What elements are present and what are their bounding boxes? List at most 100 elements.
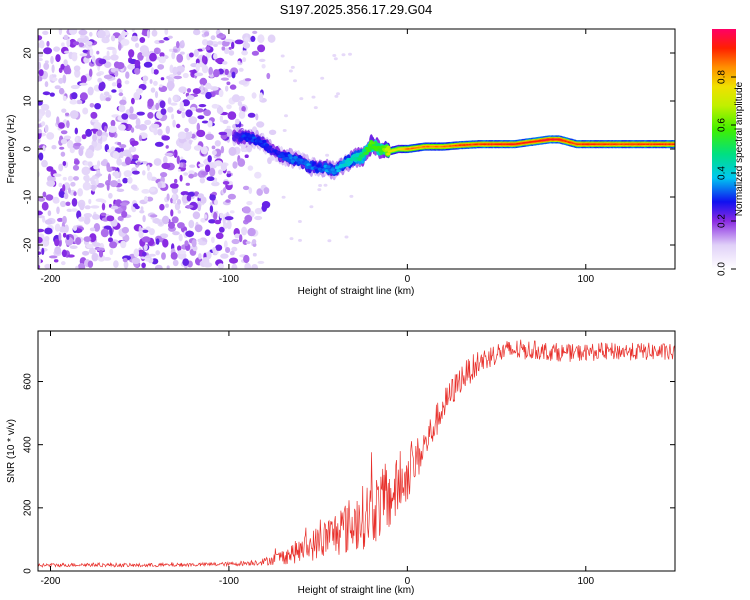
noise-blob	[120, 38, 130, 46]
noise-blob	[118, 104, 126, 113]
noise-blob	[112, 47, 117, 56]
noise-blob	[141, 51, 150, 57]
noise-blob	[150, 87, 156, 93]
noise-blob	[61, 249, 67, 258]
noise-blob	[73, 191, 77, 197]
noise-blob	[193, 145, 203, 151]
noise-blob	[90, 111, 98, 119]
noise-blob	[80, 216, 86, 221]
noise-blob	[226, 104, 232, 110]
noise-blob	[75, 265, 79, 269]
noise-blob	[59, 146, 65, 150]
noise-blob	[194, 224, 203, 233]
ridge-cell	[287, 154, 293, 157]
noise-blob	[167, 35, 173, 39]
noise-blob	[199, 77, 208, 86]
noise-blob	[79, 92, 88, 101]
noise-blob	[217, 263, 225, 269]
noise-blob	[158, 56, 166, 64]
noise-blob	[123, 260, 129, 269]
noise-blob	[132, 170, 140, 175]
noise-blob	[142, 251, 147, 257]
noise-blob	[151, 67, 154, 75]
noise-blob	[181, 111, 186, 119]
noise-blob	[46, 180, 56, 187]
noise-blob	[91, 55, 96, 63]
noise-blob	[244, 154, 249, 158]
noise-blob	[177, 131, 187, 140]
noise-blob	[133, 248, 140, 258]
noise-blob	[150, 214, 158, 218]
noise-blob	[121, 31, 129, 36]
noise-blob	[83, 236, 92, 243]
noise-blob	[206, 176, 215, 181]
noise-blob	[193, 49, 199, 57]
noise-blob	[348, 52, 352, 56]
noise-blob	[27, 224, 35, 230]
noise-blob	[158, 40, 165, 44]
noise-blob	[99, 93, 105, 102]
noise-blob	[153, 80, 158, 86]
noise-blob	[57, 217, 64, 222]
noise-blob	[172, 119, 176, 128]
noise-blob	[185, 109, 193, 118]
noise-blob	[237, 158, 246, 167]
noise-blob	[54, 85, 61, 90]
noise-blob	[251, 50, 259, 56]
noise-blob	[196, 129, 206, 138]
noise-blob	[177, 250, 187, 255]
noise-blob	[34, 78, 38, 85]
noise-blob	[172, 231, 180, 236]
noise-blob	[163, 155, 168, 165]
noise-blob	[256, 121, 265, 128]
noise-blob	[211, 236, 215, 244]
noise-blob	[148, 228, 155, 236]
noise-blob	[91, 184, 96, 192]
ridge-cell	[343, 163, 348, 167]
noise-blob	[113, 260, 119, 268]
ridge-cell	[386, 152, 391, 156]
noise-blob	[122, 177, 128, 184]
noise-blob	[195, 58, 200, 65]
noise-blob	[201, 39, 209, 46]
ridge-cell	[262, 139, 267, 143]
noise-blob	[166, 80, 175, 90]
noise-blob	[241, 50, 249, 56]
noise-blob	[281, 195, 286, 199]
noise-blob	[142, 170, 146, 176]
noise-blob	[226, 81, 231, 86]
noise-blob	[151, 29, 158, 37]
noise-blob	[215, 232, 224, 240]
noise-blob	[160, 172, 168, 178]
noise-blob	[317, 188, 322, 192]
noise-blob	[61, 108, 67, 113]
noise-blob	[154, 264, 163, 269]
noise-blob	[29, 185, 36, 189]
noise-blob	[66, 120, 70, 129]
noise-blob	[231, 238, 240, 245]
x-tick-label: -200	[40, 274, 60, 285]
noise-blob	[213, 211, 218, 221]
noise-blob	[33, 170, 37, 177]
noise-blob	[231, 94, 241, 103]
noise-blob	[258, 58, 266, 63]
noise-blob	[42, 191, 47, 198]
noise-blob	[172, 193, 177, 201]
noise-blob	[110, 35, 116, 42]
noise-blob	[168, 221, 175, 229]
noise-blob	[214, 160, 223, 167]
noise-blob	[176, 71, 182, 76]
noise-blob	[188, 116, 198, 125]
noise-blob	[205, 52, 212, 58]
noise-blob	[215, 244, 223, 251]
noise-blob	[94, 173, 103, 177]
noise-blob	[91, 242, 101, 248]
noise-blob	[197, 203, 202, 212]
noise-blob	[94, 103, 101, 110]
noise-blob	[81, 134, 87, 140]
noise-blob	[206, 85, 213, 89]
noise-blob	[148, 253, 156, 257]
noise-blob	[63, 192, 69, 200]
noise-blob	[119, 144, 127, 149]
